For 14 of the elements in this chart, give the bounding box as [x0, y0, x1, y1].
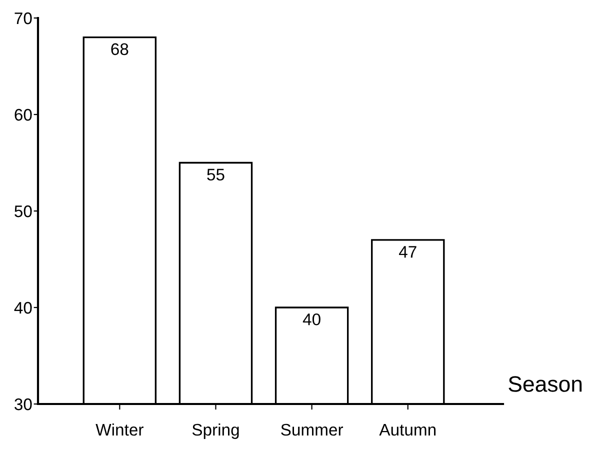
y-tick-label: 40 [14, 302, 32, 314]
data-label: 47 [399, 246, 416, 258]
x-axis-title: Season [508, 376, 582, 392]
x-tick-label: Summer [281, 424, 344, 436]
y-tick-label: 70 [14, 12, 32, 24]
data-label: 40 [302, 313, 320, 326]
x-tick-label: Autumn [379, 424, 436, 436]
y-tick-label: 60 [14, 108, 32, 121]
x-tick-label: Winter [96, 423, 144, 436]
data-label: 55 [207, 168, 224, 181]
y-tick-label: 50 [14, 205, 32, 218]
data-label: 68 [111, 43, 128, 56]
x-tick-label: Spring [192, 423, 239, 439]
y-tick-label: 30 [14, 398, 32, 410]
